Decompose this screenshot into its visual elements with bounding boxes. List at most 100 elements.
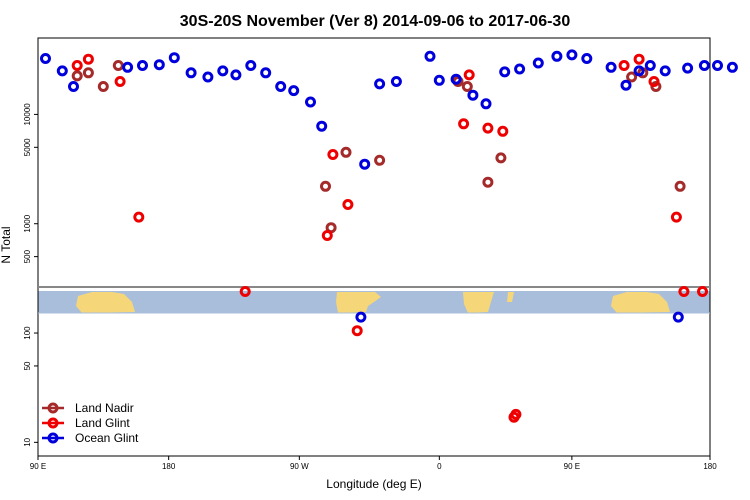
point-ocean-glint (433, 74, 445, 86)
point-ocean-glint (424, 50, 436, 62)
point-ocean-glint (551, 50, 563, 62)
point-ocean-glint (644, 60, 656, 71)
x-tick-label: 180 (703, 462, 717, 471)
point-land-glint (351, 325, 363, 337)
point-ocean-glint (712, 60, 723, 71)
land-band-south-america (336, 292, 381, 313)
legend-label-ocean-glint: Ocean Glint (75, 431, 139, 445)
land-band-australia (76, 292, 135, 313)
x-tick-label: 90 E (564, 462, 580, 471)
point-ocean-glint (359, 158, 371, 170)
point-ocean-glint (305, 96, 316, 108)
point-land-glint (510, 408, 522, 420)
point-land-nadir (461, 81, 473, 92)
point-ocean-glint (275, 81, 287, 92)
point-ocean-glint (659, 65, 671, 77)
point-land-glint (482, 122, 494, 134)
point-land-glint (670, 211, 682, 223)
point-ocean-glint (581, 53, 593, 64)
point-land-nadir (97, 81, 109, 92)
x-tick-label: 0 (437, 462, 442, 471)
axis-ticks: 90 E 180 90 W 0 90 E 180 10 50 100 500 1000 5000 100… (23, 103, 717, 471)
point-land-nadir (626, 71, 638, 83)
point-land-glint (678, 286, 690, 297)
y-axis-label: N Total (0, 226, 13, 263)
land-ocean-band (38, 291, 710, 313)
point-land-nadir (482, 176, 494, 188)
legend-marker-land-glint (47, 417, 59, 429)
y-tick-label: 100 (23, 326, 32, 340)
land-band-madagascar (507, 292, 514, 302)
point-ocean-glint (450, 73, 462, 85)
point-ocean-glint (153, 59, 165, 71)
point-ocean-glint (605, 61, 617, 73)
land-band-australia-repeat (611, 292, 670, 313)
point-land-nadir (71, 70, 83, 82)
point-land-nadir (320, 180, 331, 192)
point-land-glint (697, 286, 708, 297)
y-tick-label: 500 (23, 249, 32, 263)
point-ocean-glint (480, 98, 492, 110)
point-ocean-glint (566, 49, 578, 61)
legend-label-land-glint: Land Glint (75, 416, 130, 430)
point-land-nadir (82, 67, 94, 79)
point-ocean-glint (122, 61, 134, 73)
point-ocean-glint (288, 85, 300, 97)
point-ocean-glint (532, 57, 544, 69)
point-ocean-glint (185, 67, 197, 79)
point-land-nadir (674, 180, 686, 192)
land-band-africa (463, 292, 494, 313)
point-ocean-glint (316, 120, 328, 132)
point-land-nadir (340, 146, 352, 158)
point-ocean-glint (672, 311, 684, 323)
legend: Land Nadir Land Glint Ocean Glint (42, 401, 139, 445)
y-tick-label: 50 (23, 361, 32, 370)
point-land-nadir (112, 60, 124, 71)
point-ocean-glint (390, 76, 402, 87)
x-tick-label: 90 W (290, 462, 309, 471)
point-land-glint (82, 53, 94, 65)
point-ocean-glint (499, 66, 511, 78)
point-ocean-glint (202, 71, 214, 83)
point-ocean-glint (355, 311, 367, 323)
point-land-glint (497, 125, 509, 137)
point-land-glint (342, 199, 354, 210)
point-ocean-glint (68, 81, 79, 92)
point-ocean-glint (137, 60, 148, 71)
y-tick-label: 10 (23, 437, 32, 446)
x-axis-label: Longitude (deg E) (326, 477, 421, 491)
point-land-glint (71, 60, 83, 71)
legend-marker-ocean-glint (47, 432, 59, 444)
point-ocean-glint (726, 61, 738, 73)
y-tick-label: 5000 (23, 138, 32, 156)
point-ocean-glint (260, 67, 272, 79)
point-ocean-glint (40, 53, 51, 64)
point-ocean-glint (168, 52, 180, 64)
point-ocean-glint (56, 65, 68, 77)
x-tick-label: 180 (162, 462, 176, 471)
point-land-nadir (495, 152, 507, 164)
point-ocean-glint (514, 63, 526, 75)
point-land-glint (133, 211, 145, 223)
x-tick-label: 90 E (30, 462, 46, 471)
legend-marker-land-nadir (47, 402, 59, 414)
point-ocean-glint (633, 65, 645, 77)
point-land-glint (327, 149, 339, 160)
point-ocean-glint (620, 79, 632, 91)
point-ocean-glint (467, 89, 479, 101)
point-ocean-glint (217, 65, 229, 77)
chart-title: 30S-20S November (Ver 8) 2014-09-06 to 2… (180, 13, 571, 30)
point-land-nadir (374, 154, 386, 166)
data-points (40, 49, 738, 423)
y-tick-label: 1000 (23, 214, 32, 232)
point-land-glint (633, 53, 645, 65)
point-ocean-glint (230, 69, 242, 81)
point-land-glint (114, 76, 126, 87)
point-land-glint (618, 60, 630, 71)
point-land-glint (321, 230, 333, 241)
y-tick-label: 10000 (23, 103, 32, 126)
point-ocean-glint (682, 62, 694, 74)
point-land-glint (463, 69, 475, 81)
point-ocean-glint (245, 60, 257, 71)
